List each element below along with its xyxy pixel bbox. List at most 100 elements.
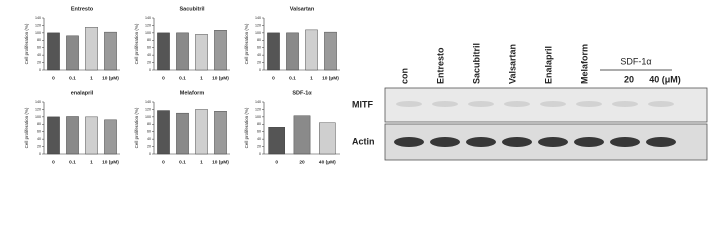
mitf-band xyxy=(396,101,422,107)
y-tick-label: 0 xyxy=(39,68,41,72)
y-tick-label: 20 xyxy=(147,61,151,65)
x-tick-label: 40 (μM) xyxy=(319,159,336,165)
actin-band xyxy=(610,137,640,147)
y-tick-label: 120 xyxy=(35,23,41,27)
actin-band xyxy=(430,137,460,147)
x-tick-label: 0.1 xyxy=(69,75,76,81)
y-tick-label: 20 xyxy=(257,61,261,65)
x-tick-label: 0.1 xyxy=(289,75,296,81)
figure: SDF-1α Entresto Cell proliferation (%) 0 20… xyxy=(24,6,708,165)
bar xyxy=(66,116,79,155)
bar xyxy=(267,32,280,71)
y-tick-label: 80 xyxy=(257,38,261,42)
y-axis-label: Cell proliferation (%) xyxy=(134,107,139,148)
bar xyxy=(85,116,98,155)
y-tick-label: 140 xyxy=(35,16,41,20)
bar xyxy=(47,116,60,155)
y-tick-label: 100 xyxy=(255,31,261,35)
actin-band xyxy=(538,137,568,147)
x-tick-label: 0.1 xyxy=(69,159,76,165)
bar xyxy=(286,32,299,71)
x-tick-label: 10 (μM) xyxy=(322,75,339,81)
y-tick-label: 20 xyxy=(37,61,41,65)
mitf-band xyxy=(612,101,638,107)
y-tick-label: 100 xyxy=(35,115,41,119)
y-tick-label: 0 xyxy=(259,68,261,72)
bar xyxy=(157,32,170,71)
x-tick-label: 0 xyxy=(275,159,278,165)
lane-label: con xyxy=(399,68,409,84)
y-axis-label: Cell proliferation (%) xyxy=(244,107,249,148)
x-tick-label: 20 xyxy=(299,159,305,165)
lane-label: Enalapril xyxy=(543,46,553,84)
panel-title: Valsartan xyxy=(290,6,315,12)
group-label: SDF-1α xyxy=(620,56,651,66)
bar xyxy=(214,30,227,71)
actin-band xyxy=(466,137,496,147)
x-tick-label: 0 xyxy=(162,159,165,165)
mitf-band xyxy=(576,101,602,107)
lane-label: 40 (μM) xyxy=(649,74,681,84)
y-tick-label: 60 xyxy=(257,130,261,134)
actin-band xyxy=(574,137,604,147)
panel-title: enalapril xyxy=(71,90,94,96)
y-tick-label: 40 xyxy=(147,53,151,57)
panel-title: Melaform xyxy=(180,90,205,96)
y-tick-label: 120 xyxy=(255,23,261,27)
x-tick-label: 0.1 xyxy=(179,75,186,81)
bar xyxy=(293,115,311,155)
x-tick-label: 0.1 xyxy=(179,159,186,165)
x-tick-label: 0 xyxy=(52,159,55,165)
x-tick-label: 1 xyxy=(310,75,313,81)
y-axis-label: Cell proliferation (%) xyxy=(134,23,139,64)
x-tick-label: 10 (μM) xyxy=(102,75,119,81)
bar xyxy=(176,112,189,155)
mitf-band xyxy=(432,101,458,107)
y-tick-label: 120 xyxy=(35,107,41,111)
actin-band xyxy=(394,137,424,147)
y-axis-label: Cell proliferation (%) xyxy=(244,23,249,64)
y-tick-label: 140 xyxy=(255,100,261,104)
y-tick-label: 80 xyxy=(147,38,151,42)
x-tick-label: 1 xyxy=(90,75,93,81)
y-tick-label: 100 xyxy=(255,115,261,119)
row-label: MITF xyxy=(352,99,373,109)
y-axis-label: Cell proliferation (%) xyxy=(24,23,29,64)
y-tick-label: 100 xyxy=(145,115,151,119)
mitf-band xyxy=(540,101,566,107)
y-tick-label: 0 xyxy=(39,152,41,156)
lane-label: 20 xyxy=(624,74,634,84)
actin-band xyxy=(646,137,676,147)
y-tick-label: 140 xyxy=(145,100,151,104)
y-tick-label: 80 xyxy=(37,122,41,126)
y-tick-label: 60 xyxy=(257,46,261,50)
y-tick-label: 80 xyxy=(147,122,151,126)
lane-label: Sacubitril xyxy=(471,43,481,84)
x-tick-label: 1 xyxy=(200,159,203,165)
bar xyxy=(195,34,208,71)
panel-title: Entresto xyxy=(71,6,94,12)
bar xyxy=(104,119,117,155)
bar xyxy=(47,32,60,71)
y-tick-label: 80 xyxy=(257,122,261,126)
y-tick-label: 60 xyxy=(37,130,41,134)
bar xyxy=(268,127,285,155)
x-tick-label: 0 xyxy=(272,75,275,81)
y-tick-label: 140 xyxy=(255,16,261,20)
x-tick-label: 10 (μM) xyxy=(212,159,229,165)
y-tick-label: 40 xyxy=(37,53,41,57)
panel-title: Sacubitril xyxy=(179,6,205,12)
y-tick-label: 40 xyxy=(147,137,151,141)
y-tick-label: 60 xyxy=(147,130,151,134)
bar xyxy=(157,110,170,155)
bar xyxy=(66,35,79,71)
bar xyxy=(324,31,337,71)
y-tick-label: 80 xyxy=(37,38,41,42)
bar xyxy=(319,122,336,155)
x-tick-label: 10 (μM) xyxy=(212,75,229,81)
y-tick-label: 120 xyxy=(145,23,151,27)
y-tick-label: 0 xyxy=(149,152,151,156)
y-tick-label: 40 xyxy=(257,53,261,57)
y-tick-label: 60 xyxy=(147,46,151,50)
y-tick-label: 20 xyxy=(147,145,151,149)
